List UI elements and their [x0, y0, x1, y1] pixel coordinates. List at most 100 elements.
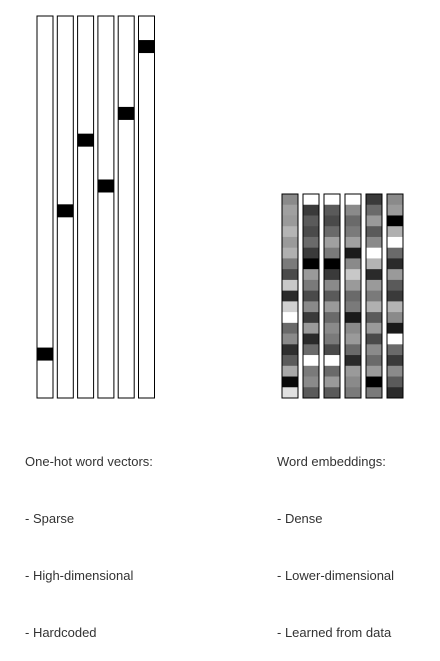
one-hot-caption-title: One-hot word vectors: [25, 452, 153, 471]
embedding-cell-6-19 [387, 387, 403, 398]
embedding-cell-4-1 [345, 194, 361, 205]
embedding-cell-4-3 [345, 215, 361, 226]
embedding-cell-6-10 [387, 291, 403, 302]
one-hot-active-cell-6 [139, 40, 155, 53]
embedding-cell-6-9 [387, 280, 403, 291]
embedding-cell-2-2 [303, 205, 319, 216]
one-hot-active-cell-2 [57, 204, 73, 217]
embedding-cell-3-18 [324, 377, 340, 388]
embedding-cell-1-8 [282, 269, 298, 280]
embedding-cell-1-7 [282, 258, 298, 269]
embedding-cell-4-13 [345, 323, 361, 334]
embedding-cell-5-7 [366, 258, 382, 269]
embedding-cell-6-16 [387, 355, 403, 366]
embedding-cell-2-10 [303, 291, 319, 302]
embedding-cell-1-18 [282, 377, 298, 388]
embedding-cell-2-6 [303, 248, 319, 259]
embedding-cell-4-9 [345, 280, 361, 291]
embedding-cell-4-2 [345, 205, 361, 216]
one-hot-vector-4 [98, 16, 114, 398]
embedding-cell-4-15 [345, 344, 361, 355]
embedding-cell-3-8 [324, 269, 340, 280]
embedding-cell-3-6 [324, 248, 340, 259]
embedding-cell-1-19 [282, 387, 298, 398]
embedding-cell-2-9 [303, 280, 319, 291]
embedding-cell-6-4 [387, 226, 403, 237]
embedding-cell-3-12 [324, 312, 340, 323]
embedding-cell-2-4 [303, 226, 319, 237]
embedding-cell-1-3 [282, 215, 298, 226]
embedding-cell-6-11 [387, 301, 403, 312]
embedding-cell-2-8 [303, 269, 319, 280]
one-hot-vectors-group [37, 16, 155, 398]
embedding-cell-5-17 [366, 366, 382, 377]
embedding-cell-1-14 [282, 334, 298, 345]
embedding-cell-5-1 [366, 194, 382, 205]
embedding-cell-1-4 [282, 226, 298, 237]
embedding-cell-3-7 [324, 258, 340, 269]
embedding-cell-1-13 [282, 323, 298, 334]
embedding-cell-6-8 [387, 269, 403, 280]
embedding-cell-5-16 [366, 355, 382, 366]
embedding-cell-1-5 [282, 237, 298, 248]
embedding-cell-1-16 [282, 355, 298, 366]
embedding-cell-2-7 [303, 258, 319, 269]
embedding-cell-2-18 [303, 377, 319, 388]
embedding-cell-6-12 [387, 312, 403, 323]
embedding-cell-1-1 [282, 194, 298, 205]
embedding-cell-6-6 [387, 248, 403, 259]
embedding-cell-6-13 [387, 323, 403, 334]
embedding-cell-5-4 [366, 226, 382, 237]
embedding-cell-2-16 [303, 355, 319, 366]
embedding-cell-6-5 [387, 237, 403, 248]
embedding-cell-5-19 [366, 387, 382, 398]
embeddings-bullet-dense: - Dense [277, 509, 394, 528]
embedding-cell-5-6 [366, 248, 382, 259]
embedding-cell-6-1 [387, 194, 403, 205]
embedding-cell-3-19 [324, 387, 340, 398]
embedding-cell-6-7 [387, 258, 403, 269]
one-hot-vector-3 [78, 16, 94, 398]
embedding-cell-3-15 [324, 344, 340, 355]
one-hot-bullet-sparse: - Sparse [25, 509, 153, 528]
one-hot-active-cell-1 [37, 348, 53, 361]
embedding-cell-5-13 [366, 323, 382, 334]
embedding-cell-2-5 [303, 237, 319, 248]
embedding-cell-4-17 [345, 366, 361, 377]
one-hot-vector-1 [37, 16, 53, 398]
embedding-cell-5-14 [366, 334, 382, 345]
embedding-cell-4-11 [345, 301, 361, 312]
one-hot-vector-6 [139, 16, 155, 398]
embedding-cell-6-15 [387, 344, 403, 355]
embedding-cell-3-10 [324, 291, 340, 302]
embedding-cell-4-16 [345, 355, 361, 366]
one-hot-active-cell-5 [118, 107, 134, 120]
embedding-cell-4-6 [345, 248, 361, 259]
embedding-cell-5-18 [366, 377, 382, 388]
one-hot-active-cell-4 [98, 179, 114, 192]
embedding-cell-2-19 [303, 387, 319, 398]
embedding-cell-3-5 [324, 237, 340, 248]
embedding-cell-3-16 [324, 355, 340, 366]
embedding-cell-1-2 [282, 205, 298, 216]
embeddings-bullet-learned: - Learned from data [277, 623, 394, 642]
one-hot-bullet-hardcoded: - Hardcoded [25, 623, 153, 642]
embeddings-caption: Word embeddings: - Dense - Lower-dimensi… [277, 414, 394, 661]
embedding-cell-4-18 [345, 377, 361, 388]
one-hot-bullet-high-dimensional: - High-dimensional [25, 566, 153, 585]
embedding-cell-3-2 [324, 205, 340, 216]
embedding-cell-2-12 [303, 312, 319, 323]
embedding-cell-2-11 [303, 301, 319, 312]
embedding-cell-5-12 [366, 312, 382, 323]
embedding-cell-2-3 [303, 215, 319, 226]
embedding-cell-5-8 [366, 269, 382, 280]
embedding-cell-4-5 [345, 237, 361, 248]
embedding-cell-3-9 [324, 280, 340, 291]
embedding-cell-6-3 [387, 215, 403, 226]
embedding-cell-4-10 [345, 291, 361, 302]
embedding-cell-4-8 [345, 269, 361, 280]
embeddings-bullet-lower-dimensional: - Lower-dimensional [277, 566, 394, 585]
one-hot-active-cell-3 [78, 134, 94, 147]
embedding-cell-1-12 [282, 312, 298, 323]
embedding-cell-2-1 [303, 194, 319, 205]
